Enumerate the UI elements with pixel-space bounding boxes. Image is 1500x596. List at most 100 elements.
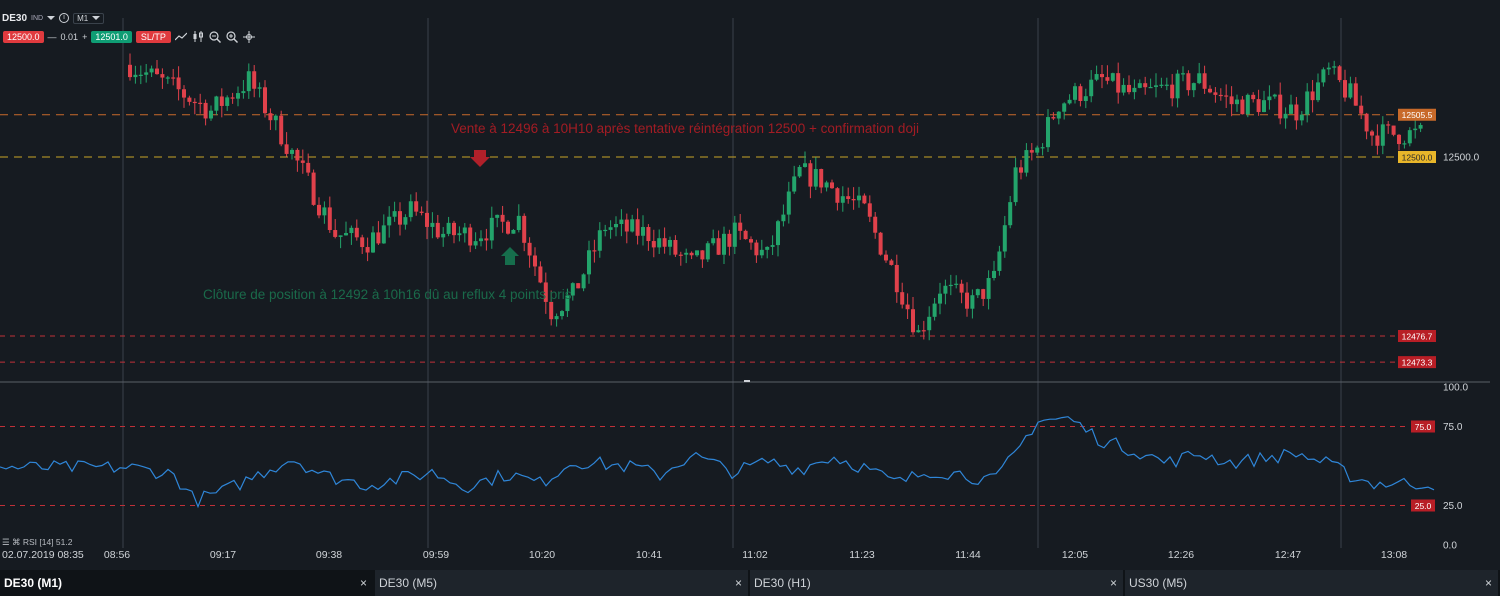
candle-body [1332,66,1337,68]
tab-de30-m5[interactable]: DE30 (M5) × [375,570,750,596]
candle-body [1181,73,1185,75]
candle [376,221,381,246]
timeframe-select[interactable]: M1 [73,12,105,24]
candle-body [506,221,510,234]
candle [1110,72,1115,83]
symbol-type: IND [31,14,44,22]
tab-de30-m1[interactable]: DE30 (M1) × [0,570,375,596]
candle-body [711,238,716,244]
quantity-minus[interactable]: — [47,31,57,42]
tab-us30-m5[interactable]: US30 (M5) × [1125,570,1500,596]
candle-body [236,93,240,99]
candle [263,80,267,118]
close-icon[interactable]: × [1484,576,1492,590]
close-icon[interactable]: × [1109,576,1117,590]
pane-resize-handle [744,380,750,382]
buy-button[interactable]: 12501.0 [91,30,132,43]
tab-de30-h1[interactable]: DE30 (H1) × [750,570,1125,596]
candle [835,187,840,211]
candle-body [1013,167,1018,203]
close-annotation: Clôture de position à 12492 à 10h16 dû a… [203,287,572,302]
candle-body [1143,83,1148,88]
candle [371,226,375,253]
candle [468,223,473,253]
candle-body [1310,91,1315,101]
candle-body [813,169,818,187]
quantity-plus[interactable]: + [82,31,88,42]
candle-body [554,316,559,320]
candle [1321,67,1326,87]
candle-body [1321,69,1326,83]
candle-body [786,191,791,215]
candle [592,239,597,263]
candle [327,196,332,233]
candle [889,258,894,266]
candle-body [1337,66,1342,81]
sltp-button[interactable]: SL/TP [135,30,171,43]
candle-body [392,211,397,217]
line-chart-icon[interactable] [175,30,188,43]
crosshair-icon[interactable] [243,30,256,43]
candle-body [279,115,284,145]
candle [824,180,829,192]
candle-body [722,233,726,255]
candle [884,250,888,263]
candle [268,108,273,130]
candle [381,214,386,244]
candle-body [1148,86,1153,89]
candle [846,187,851,204]
candle [1089,70,1094,103]
info-icon[interactable]: i [59,13,70,23]
chevron-down-icon [92,16,101,20]
candle [392,201,397,222]
candle [1002,215,1007,258]
candle [144,63,149,83]
close-icon[interactable]: × [734,576,742,590]
candle [295,148,300,172]
price-tag-upper: 12505.5 [1402,110,1433,120]
candle [689,251,694,260]
candle [1380,116,1385,155]
price-chart[interactable]: Vente à 12496 à 10H10 après tentative ré… [0,0,1500,570]
candle [819,168,824,194]
candle [1143,76,1148,95]
candle-body [673,240,678,255]
zoom-out-icon[interactable] [209,30,222,43]
candle [241,79,246,99]
candle [273,114,278,131]
candle [867,195,872,223]
candle [349,225,354,245]
quantity-value[interactable]: 0.01 [60,31,79,42]
candle-body [354,227,359,238]
chart-tabs: DE30 (M1) × DE30 (M5) × DE30 (H1) × US30 (M… [0,570,1500,596]
close-icon[interactable]: × [359,576,367,590]
candle [1294,96,1299,130]
sell-button[interactable]: 12500.0 [3,30,44,43]
candle-body [1105,77,1110,81]
symbol-name[interactable]: DE30 [2,12,28,24]
candle-body [894,264,899,293]
candle [1316,73,1320,103]
time-axis-label: 09:17 [210,549,236,561]
candle-body [549,301,554,320]
price-axis-label: 12500.0 [1443,153,1480,164]
candle-body [219,96,224,106]
time-axis-label: 09:59 [423,549,449,561]
candle [419,206,424,216]
candle [743,229,748,240]
candle-chart-icon[interactable] [192,30,205,43]
price-tag-low-1-bg [1398,330,1436,342]
chart-toolbar: DE30 IND i M1 [2,10,105,26]
candle [1267,85,1272,110]
candle [711,229,716,246]
symbol-dropdown-icon[interactable] [47,16,56,20]
candle [705,241,710,263]
candle [284,132,289,157]
candle-body [662,238,667,247]
candle [965,282,969,317]
candle-body [1078,86,1083,102]
buy-arrow-icon [501,247,519,265]
zoom-in-icon[interactable] [226,30,239,43]
candle-body [981,289,986,299]
candle [657,229,662,254]
